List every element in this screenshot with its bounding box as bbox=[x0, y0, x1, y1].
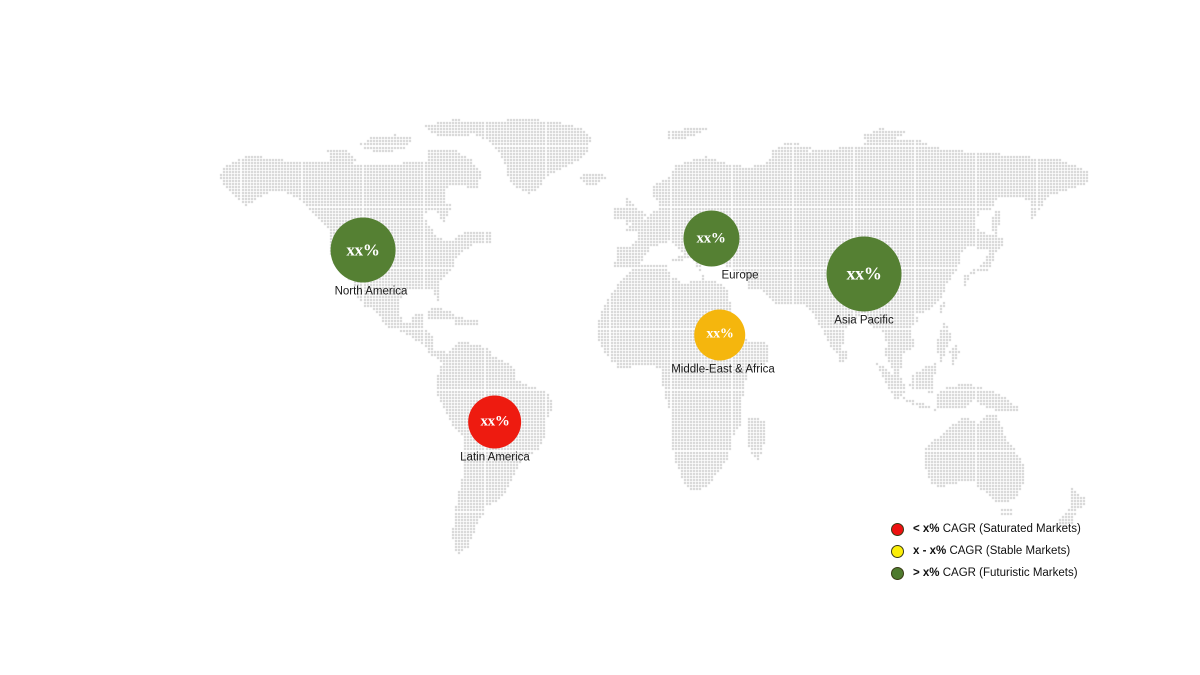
region-value-middle-east-africa: xx% bbox=[706, 326, 734, 342]
region-value-north-america: xx% bbox=[346, 240, 380, 259]
region-middle-east-africa[interactable]: xx% Middle-East & Africa bbox=[665, 309, 775, 375]
region-label-middle-east-africa: Middle-East & Africa bbox=[671, 363, 775, 375]
region-bubble-europe[interactable]: xx% bbox=[683, 210, 739, 267]
legend-rest-futuristic: CAGR (Futuristic Markets) bbox=[939, 567, 1078, 579]
region-label-asia-pacific: Asia Pacific bbox=[834, 314, 894, 326]
region-europe[interactable]: xx% Europe bbox=[663, 210, 759, 282]
legend-dot-futuristic bbox=[891, 566, 904, 580]
legend-rest-saturated: CAGR (Saturated Markets) bbox=[939, 523, 1081, 535]
legend: < x% CAGR (Saturated Markets) x - x% CAGR… bbox=[891, 518, 1081, 584]
legend-dot-saturated bbox=[891, 522, 904, 536]
region-north-america[interactable]: xx% North America bbox=[319, 217, 407, 297]
region-bubble-north-america[interactable]: xx% bbox=[330, 217, 396, 282]
legend-label-futuristic: > x% CAGR (Futuristic Markets) bbox=[913, 567, 1078, 579]
legend-dot-stable bbox=[891, 544, 904, 558]
legend-emphasis-futuristic: > x% bbox=[913, 567, 940, 579]
legend-label-stable: x - x% CAGR (Stable Markets) bbox=[913, 545, 1070, 557]
legend-label-saturated: < x% CAGR (Saturated Markets) bbox=[913, 523, 1081, 535]
region-bubble-asia-pacific[interactable]: xx% bbox=[826, 236, 902, 311]
region-value-latin-america: xx% bbox=[480, 413, 510, 429]
region-label-europe: Europe bbox=[721, 269, 759, 282]
region-latin-america[interactable]: xx% Latin America bbox=[460, 395, 530, 463]
region-label-latin-america: Latin America bbox=[460, 451, 530, 463]
region-value-asia-pacific: xx% bbox=[846, 263, 882, 284]
legend-row-saturated: < x% CAGR (Saturated Markets) bbox=[891, 518, 1081, 540]
legend-row-futuristic: > x% CAGR (Futuristic Markets) bbox=[891, 562, 1081, 584]
region-label-north-america: North America bbox=[334, 285, 408, 297]
region-bubble-middle-east-africa[interactable]: xx% bbox=[694, 309, 746, 360]
region-value-europe: xx% bbox=[696, 230, 726, 246]
legend-emphasis-stable: x - x% bbox=[913, 545, 947, 557]
region-asia-pacific[interactable]: xx% Asia Pacific bbox=[826, 236, 902, 326]
legend-rest-stable: CAGR (Stable Markets) bbox=[946, 545, 1071, 557]
legend-row-stable: x - x% CAGR (Stable Markets) bbox=[891, 540, 1081, 562]
region-bubble-latin-america[interactable]: xx% bbox=[468, 395, 522, 448]
legend-emphasis-saturated: < x% bbox=[913, 523, 940, 535]
